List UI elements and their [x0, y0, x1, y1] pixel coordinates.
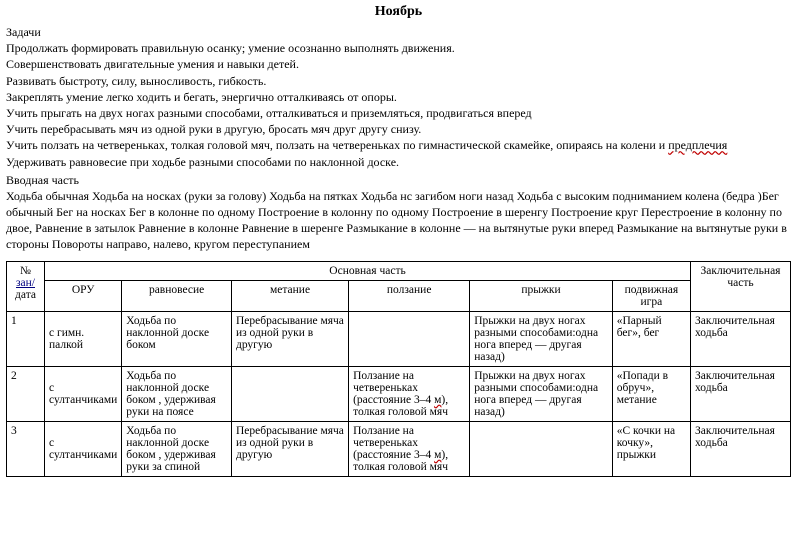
cell-game: «Попади в обруч», метание	[612, 366, 690, 421]
page-title: Ноябрь	[6, 4, 791, 20]
table-subheader-row: ОРУ равновесие метание ползание прыжки п…	[7, 280, 791, 311]
cell-throw	[231, 366, 348, 421]
col-number-header: № зан/ дата	[7, 261, 45, 311]
task-line: Закреплять умение легко ходить и бегать,…	[6, 89, 791, 105]
col-num-a: №	[20, 265, 31, 277]
cell-game: «Парный бег», бег	[612, 311, 690, 366]
cell-game: «С кочки на кочку», прыжки	[612, 421, 690, 476]
cell-oru: с султанчиками	[45, 366, 122, 421]
cell-balance: Ходьба по наклонной доске боком , удержи…	[122, 421, 232, 476]
cell-num: 1	[7, 311, 45, 366]
task-line: Продолжать формировать правильную осанку…	[6, 40, 791, 56]
cell-final: Заключительная ходьба	[691, 421, 791, 476]
spellcheck-word: предплечия	[668, 138, 727, 152]
col-num-link: зан/	[16, 277, 35, 289]
col-crawl-header: ползание	[349, 280, 470, 311]
intro-text: Ходьба обычная Ходьба на носках (руки за…	[6, 188, 791, 253]
cell-balance: Ходьба по наклонной доске боком	[122, 311, 232, 366]
cell-jump: Прыжки на двух ногах разными способами:о…	[470, 366, 613, 421]
intro-heading: Вводная часть	[6, 172, 791, 188]
cell-num: 3	[7, 421, 45, 476]
cell-balance: Ходьба по наклонной доске боком , удержи…	[122, 366, 232, 421]
task-line: Развивать быстроту, силу, выносливость, …	[6, 73, 791, 89]
table-row: 1 с гимн. палкой Ходьба по наклонной дос…	[7, 311, 791, 366]
col-final-header: Заключительная часть	[691, 261, 791, 311]
table-row: 3 с султанчиками Ходьба по наклонной дос…	[7, 421, 791, 476]
cell-crawl: Ползание на четвереньках (расстояние 3–4…	[349, 421, 470, 476]
task-line: Учить перебрасывать мяч из одной руки в …	[6, 121, 791, 137]
cell-jump	[470, 421, 613, 476]
col-num-b: дата	[15, 289, 36, 301]
col-main-header: Основная часть	[45, 261, 691, 280]
cell-oru: с султанчиками	[45, 421, 122, 476]
tasks-heading: Задачи	[6, 24, 791, 40]
tasks-block: Задачи Продолжать формировать правильную…	[6, 24, 791, 253]
cell-final: Заключительная ходьба	[691, 366, 791, 421]
cell-jump: Прыжки на двух ногах разными способами:о…	[470, 311, 613, 366]
col-game-header: подвижная игра	[612, 280, 690, 311]
task-line: Учить ползать на четвереньках, толкая го…	[6, 137, 791, 153]
col-throw-header: метание	[231, 280, 348, 311]
cell-throw: Перебрасывание мяча из одной руки в друг…	[231, 421, 348, 476]
cell-throw: Перебрасывание мяча из одной руки в друг…	[231, 311, 348, 366]
col-oru-header: ОРУ	[45, 280, 122, 311]
cell-crawl	[349, 311, 470, 366]
table-row: 2 с султанчиками Ходьба по наклонной дос…	[7, 366, 791, 421]
task-line-text: Учить ползать на четвереньках, толкая го…	[6, 138, 668, 152]
cell-crawl: Ползание на четвереньках (расстояние 3–4…	[349, 366, 470, 421]
col-jump-header: прыжки	[470, 280, 613, 311]
cell-oru: с гимн. палкой	[45, 311, 122, 366]
schedule-table: № зан/ дата Основная часть Заключительна…	[6, 261, 791, 477]
task-line: Учить прыгать на двух ногах разными спос…	[6, 105, 791, 121]
cell-num: 2	[7, 366, 45, 421]
task-line: Совершенствовать двигательные умения и н…	[6, 56, 791, 72]
task-line: Удерживать равновесие при ходьбе разными…	[6, 154, 791, 170]
table-header-row: № зан/ дата Основная часть Заключительна…	[7, 261, 791, 280]
col-balance-header: равновесие	[122, 280, 232, 311]
cell-final: Заключительная ходьба	[691, 311, 791, 366]
